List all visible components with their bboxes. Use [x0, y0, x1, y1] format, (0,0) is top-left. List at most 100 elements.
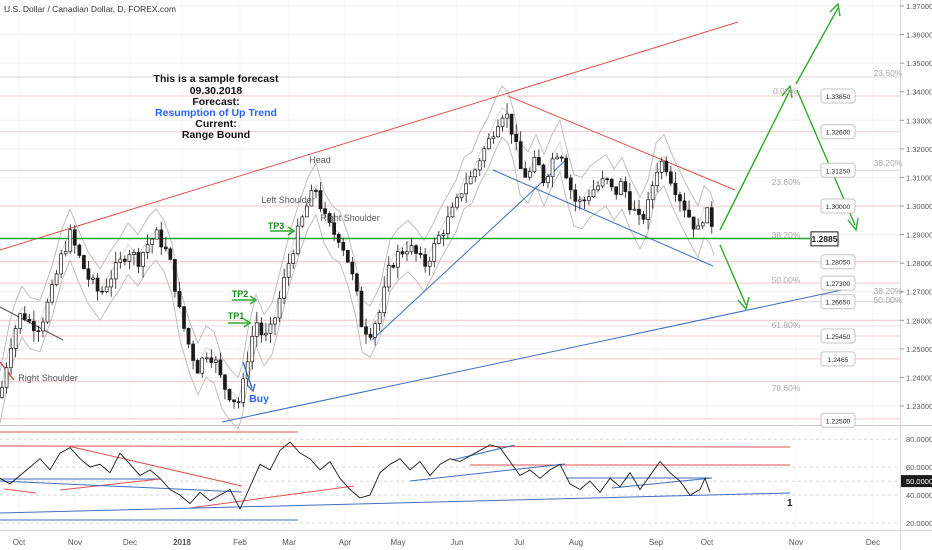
rsi-axis[interactable]: 80.0000 60.0000 50.0000 40.0000 20.0000 [901, 435, 932, 528]
candle [423, 248, 427, 273]
candle [596, 181, 600, 193]
candle [659, 157, 664, 180]
candle [259, 317, 264, 343]
price-callout[interactable]: 1.27300 [820, 275, 856, 291]
candle [464, 172, 468, 204]
price-callout[interactable]: 1.22500 [820, 412, 856, 428]
candle [600, 170, 605, 189]
candle [405, 241, 409, 262]
candle [441, 229, 446, 247]
candle [4, 362, 9, 394]
price-callout[interactable]: 1.26650 [820, 294, 856, 310]
candle [618, 177, 623, 195]
candle [450, 202, 455, 218]
candle [127, 250, 132, 270]
time-axis[interactable]: Oct Nov Dec 2018 Feb Mar Apr May Jun Jul Aug Sep Oct… [13, 538, 880, 547]
candle [177, 281, 182, 309]
price-axis-tick: 1.36000 [906, 31, 932, 40]
candle [300, 214, 305, 229]
rsi-grid [0, 438, 900, 524]
candle [641, 211, 646, 224]
candle [359, 286, 364, 328]
candle [350, 256, 355, 281]
price-axis[interactable]: 1.37000 1.36000 1.35000 1.34000 1.33000 1.320… [900, 2, 932, 411]
rsi-marker-label: 1 [787, 498, 793, 509]
candle [609, 178, 614, 192]
time-axis-tick: Oct [701, 538, 714, 547]
candle [527, 167, 532, 181]
candle [104, 278, 109, 294]
svg-text:1.30000: 1.30000 [826, 204, 851, 211]
time-axis-tick: May [390, 538, 405, 547]
candle [414, 244, 418, 262]
time-axis-tick: Apr [339, 538, 352, 547]
price-callout[interactable]: 1.33850 [820, 88, 856, 104]
candle [286, 253, 291, 286]
lower-falling-trendline[interactable] [492, 169, 714, 267]
rising-trendline[interactable] [371, 157, 569, 341]
forecast-note-line5: Current: [195, 118, 236, 130]
candle [473, 168, 478, 183]
arrowhead-down-1 [847, 217, 859, 232]
candle [254, 311, 259, 347]
svg-text:1.27300: 1.27300 [826, 281, 851, 288]
candle [537, 149, 541, 166]
rsi-axis-tick: 50.0000 [906, 477, 932, 486]
price-callout[interactable]: 1.31250 [820, 162, 856, 178]
buy-label: Buy [249, 393, 269, 405]
candle [163, 237, 168, 252]
price-axis-tick: 1.30000 [906, 202, 932, 211]
candle [291, 249, 296, 269]
current-price-callout[interactable]: 1.2885 [810, 231, 839, 247]
svg-text:1.31250: 1.31250 [826, 168, 851, 175]
candle [22, 306, 27, 322]
candle [491, 131, 496, 144]
candle [95, 273, 100, 301]
candle [9, 338, 13, 375]
candle [468, 170, 473, 185]
candle [195, 358, 200, 374]
forecast-note-line2: 09.30.2018 [190, 85, 243, 97]
candle [418, 246, 423, 259]
time-axis-tick: Nov [68, 538, 82, 547]
tp3-label: TP3 [268, 221, 285, 231]
candle [696, 218, 701, 230]
candle [50, 279, 54, 305]
price-axis-tick: 1.35000 [906, 59, 932, 68]
candle [591, 179, 596, 198]
candle [386, 256, 391, 292]
fib-label-61: 61.80% [772, 320, 801, 330]
fibonacci-levels [0, 76, 900, 420]
candle [45, 298, 50, 324]
resistance-channel-line[interactable] [0, 21, 739, 251]
candle [68, 224, 73, 255]
price-axis-tick: 1.33000 [906, 116, 932, 125]
candle [678, 191, 682, 212]
candle [86, 260, 91, 287]
upper-falling-trendline[interactable] [507, 95, 736, 191]
price-callout[interactable]: 1.32600 [820, 124, 856, 140]
price-callout[interactable]: 1.2465 [820, 351, 856, 367]
candle [487, 133, 491, 150]
candle [209, 349, 214, 368]
candle [559, 155, 564, 162]
arrowhead-up-1 [781, 84, 793, 99]
time-axis-tick: Jun [451, 538, 464, 547]
support-channel-line[interactable] [221, 289, 843, 423]
time-axis-tick: Sep [649, 538, 664, 547]
candle [523, 161, 528, 178]
price-callout[interactable]: 1.30000 [820, 198, 856, 214]
candle [223, 374, 227, 400]
shoulder-neckline[interactable] [0, 306, 64, 341]
time-axis-tick: 2018 [173, 538, 191, 547]
svg-text:1.22500: 1.22500 [826, 418, 851, 425]
candle [227, 388, 232, 402]
price-callout[interactable]: 1.25450 [820, 328, 856, 344]
price-axis-tick: 1.29000 [906, 231, 932, 240]
candle [109, 270, 114, 297]
price-axis-tick: 1.24000 [906, 373, 932, 382]
price-callout[interactable]: 1.28050 [820, 254, 856, 270]
candle [532, 150, 537, 174]
candle [655, 163, 660, 193]
candle [550, 152, 555, 188]
